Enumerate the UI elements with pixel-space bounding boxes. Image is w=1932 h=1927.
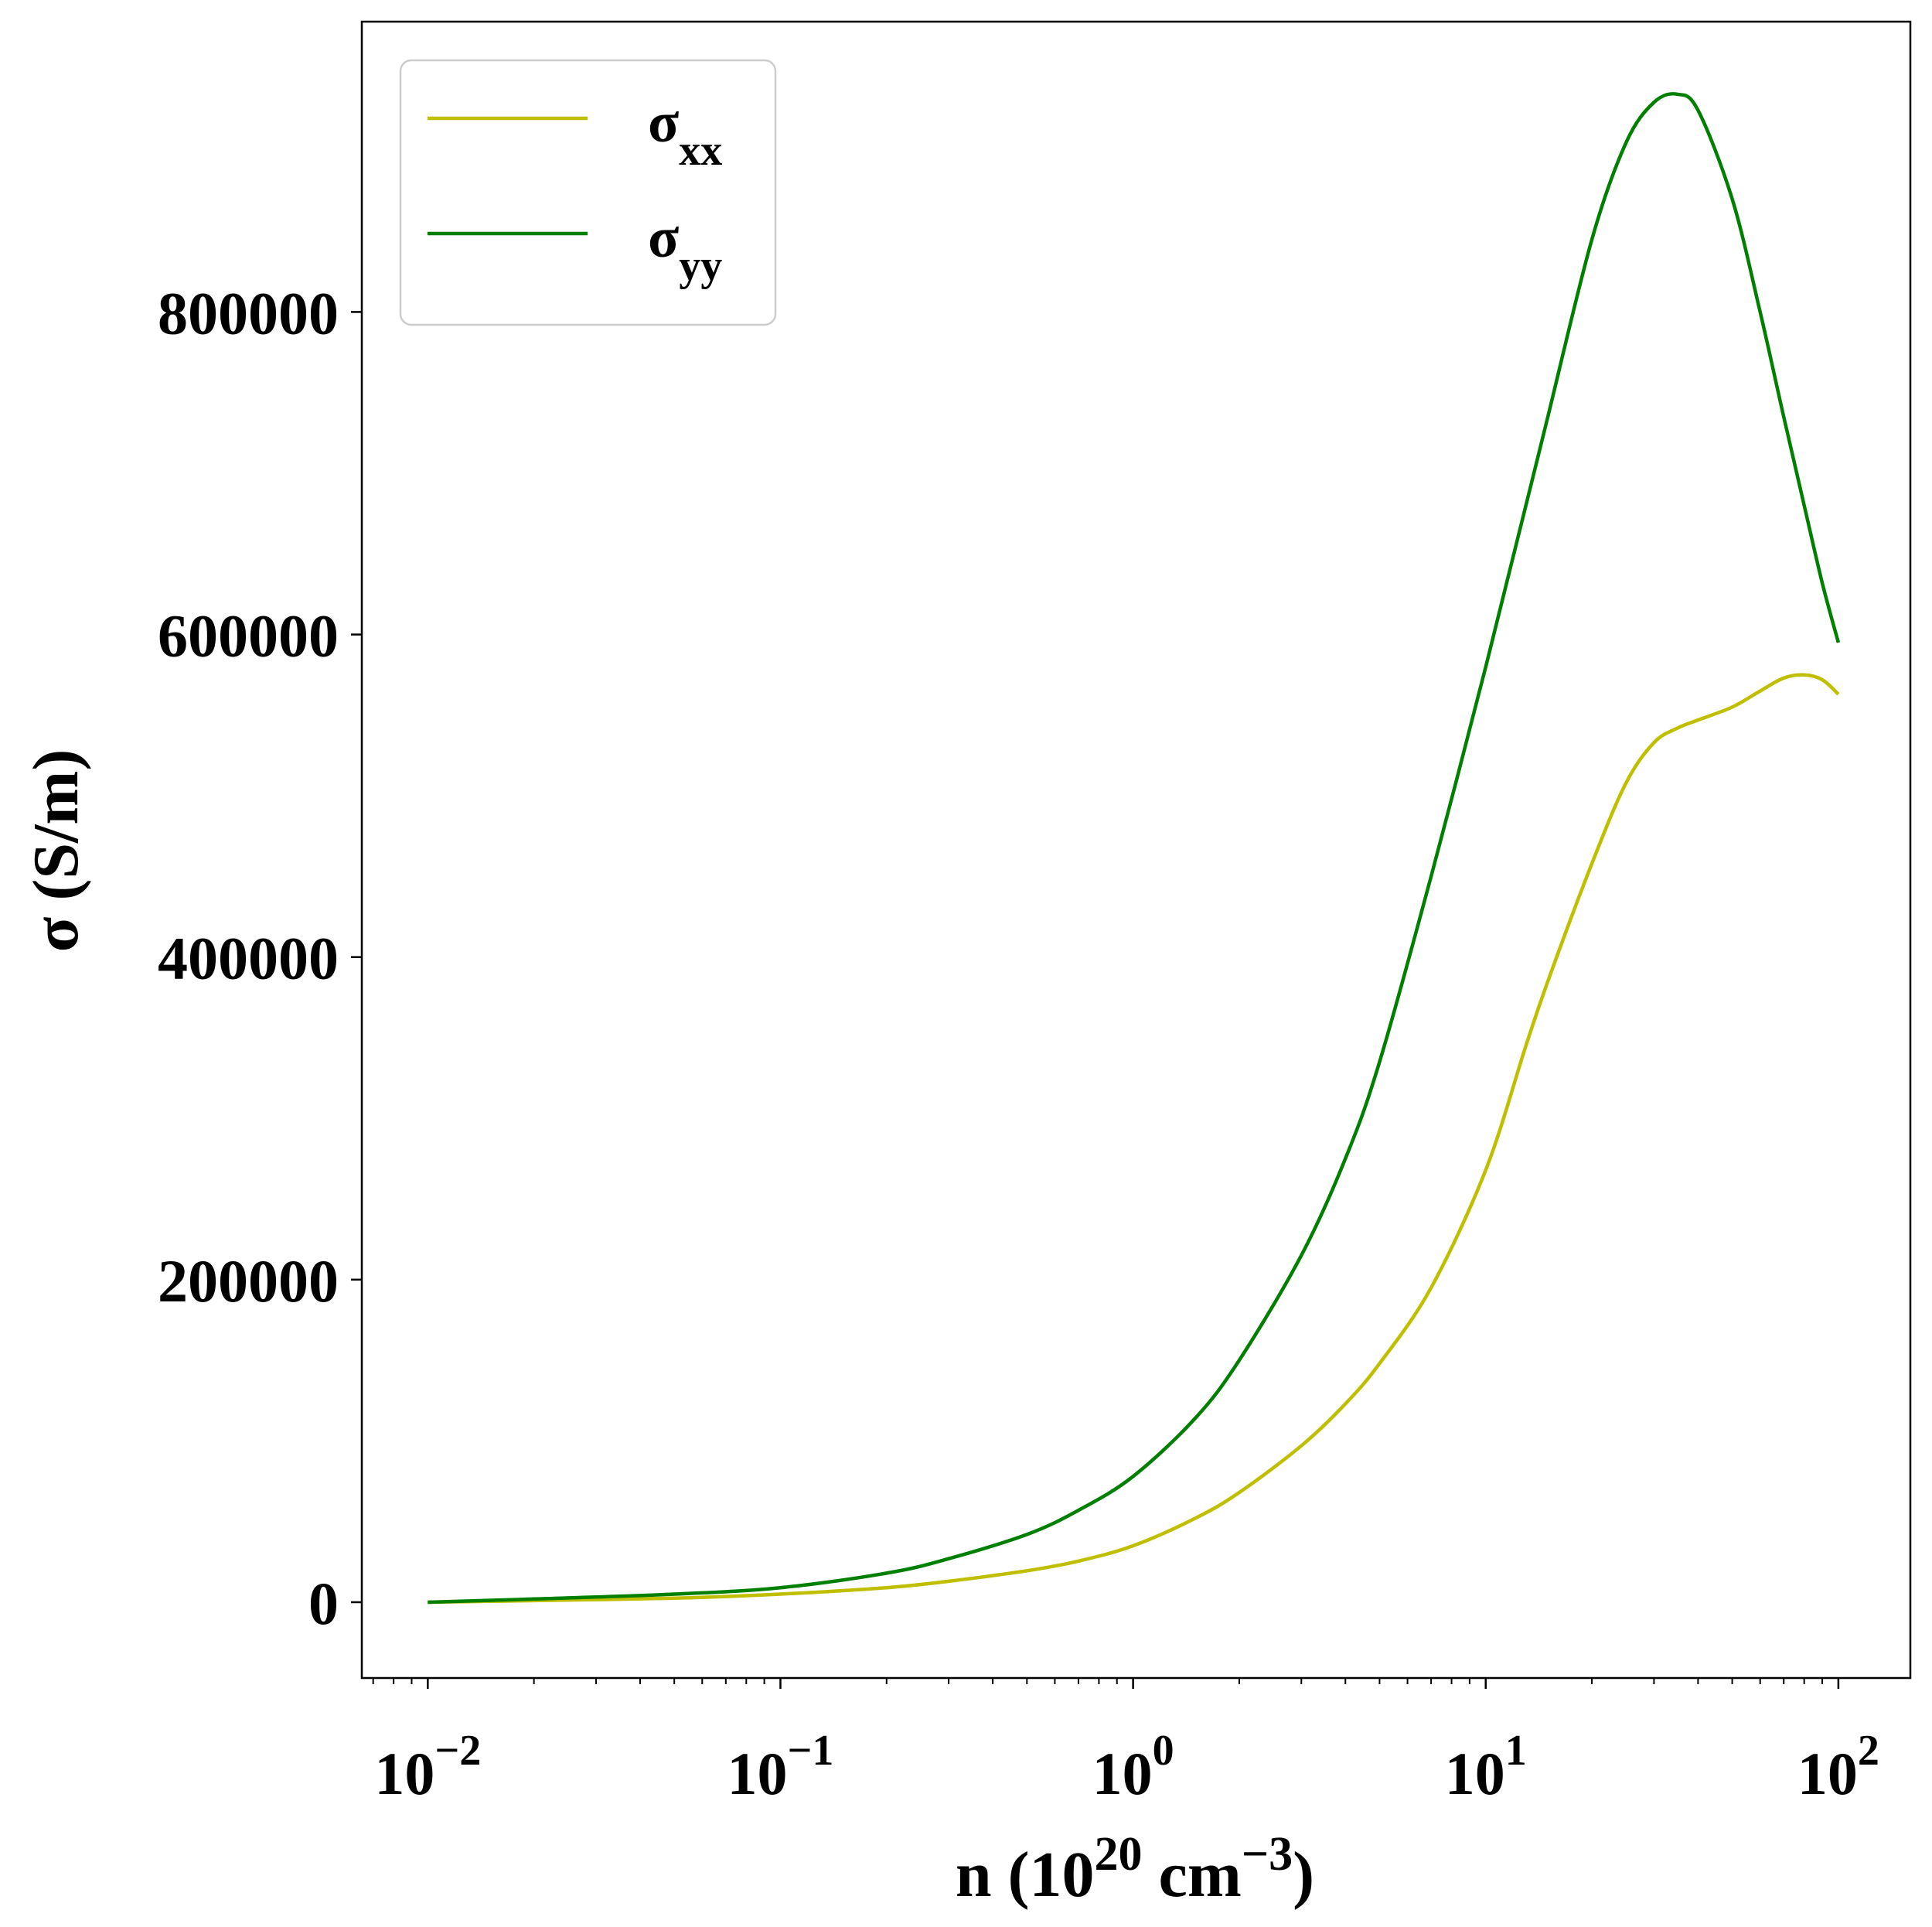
x-axis-label: n (1020 cm−3) — [956, 1828, 1314, 1911]
y-axis-label: σ (S/m) — [20, 749, 92, 953]
x-tick-label-4: 102 — [1797, 1727, 1879, 1807]
y-tick-label-4: 800000 — [158, 279, 339, 346]
x-axis-ticks: 10−2 10−1 100 101 102 — [374, 1678, 1879, 1807]
x-minor-ticks — [372, 1678, 1824, 1684]
y-tick-label-1: 200000 — [158, 1247, 339, 1315]
series-line-xx — [428, 673, 1840, 1605]
x-tick-label-2: 100 — [1092, 1727, 1174, 1807]
x-tick-label-1: 10−1 — [727, 1727, 834, 1807]
x-tick-label-3: 101 — [1445, 1727, 1527, 1807]
y-axis-ticks: 0 200000 400000 600000 800000 — [158, 279, 362, 1637]
legend-label-sigma-xx: σxx — [648, 91, 722, 175]
legend-label-sigma-yy: σyy — [648, 206, 722, 290]
y-tick-label-3: 600000 — [158, 602, 339, 670]
y-tick-label-2: 400000 — [158, 925, 339, 992]
legend-frame — [399, 59, 777, 326]
series-line-yy — [428, 92, 1841, 1605]
series-layer — [428, 92, 1841, 1605]
y-tick-label-0: 0 — [308, 1570, 339, 1637]
x-tick-label-0: 10−2 — [374, 1727, 481, 1807]
legend: σxx σyy — [399, 59, 777, 326]
